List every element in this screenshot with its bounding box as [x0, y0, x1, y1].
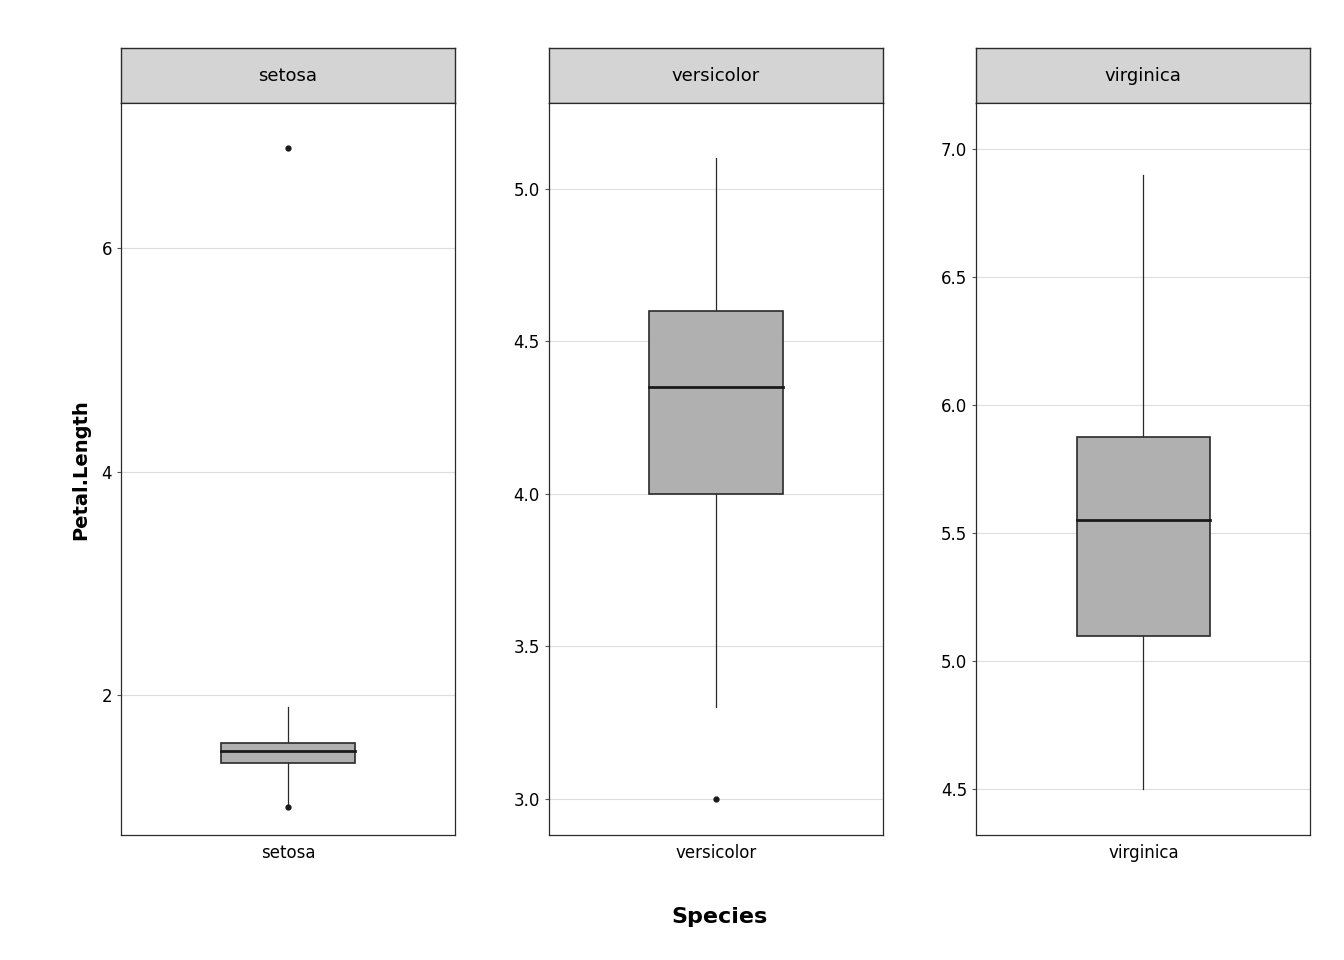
Text: versicolor: versicolor — [672, 66, 759, 84]
Bar — [1077, 437, 1210, 636]
Bar — [649, 310, 782, 493]
Bar — [222, 743, 355, 762]
Text: virginica: virginica — [1105, 66, 1181, 84]
Y-axis label: Petal.Length: Petal.Length — [71, 398, 90, 540]
Text: Species: Species — [671, 907, 767, 926]
Text: setosa: setosa — [258, 66, 317, 84]
